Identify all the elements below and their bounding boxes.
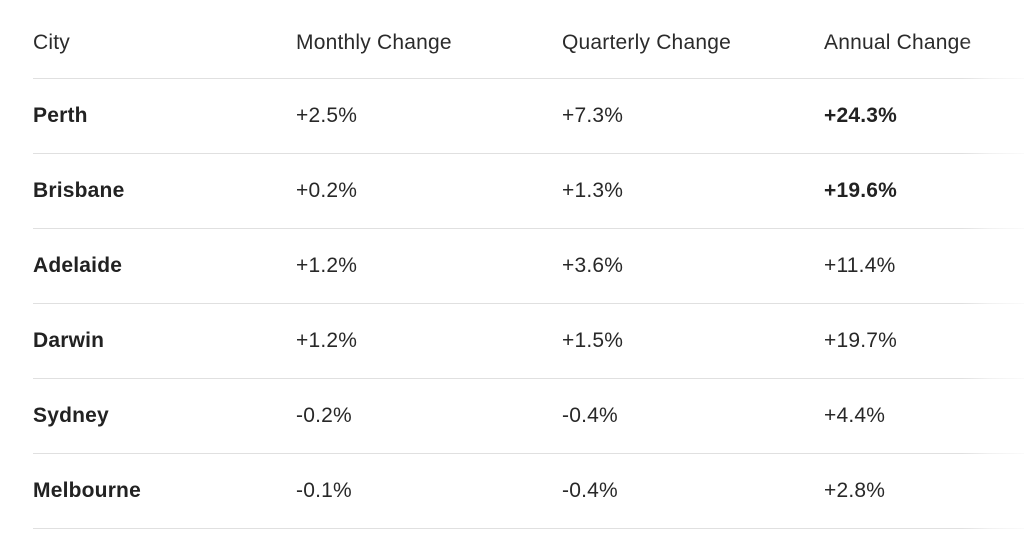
monthly-change-cell: -0.1% [296, 479, 352, 502]
city-cell: Sydney [33, 404, 109, 427]
table-row: Darwin +1.2% +1.5% +19.7% [33, 304, 1024, 379]
annual-change-cell: +4.4% [824, 404, 886, 427]
annual-change-cell: +24.3% [824, 104, 898, 127]
city-cell: Brisbane [33, 179, 125, 202]
quarterly-change-cell: +1.3% [562, 179, 624, 202]
column-header-city: City [33, 30, 70, 54]
quarterly-change-cell: -0.4% [562, 404, 618, 427]
quarterly-change-cell: -0.4% [562, 479, 618, 502]
annual-change-cell: +2.8% [824, 479, 886, 502]
column-header-quarterly-change: Quarterly Change [562, 30, 731, 54]
monthly-change-cell: +1.2% [296, 329, 358, 352]
table-row: Adelaide +1.2% +3.6% +11.4% [33, 229, 1024, 304]
quarterly-change-cell: +1.5% [562, 329, 624, 352]
monthly-change-cell: +1.2% [296, 254, 358, 277]
annual-change-cell: +19.7% [824, 329, 898, 352]
city-cell: Melbourne [33, 479, 141, 502]
city-price-change-table: City Monthly Change Quarterly Change Ann… [33, 0, 1024, 529]
table-row: Brisbane +0.2% +1.3% +19.6% [33, 154, 1024, 229]
column-header-monthly-change: Monthly Change [296, 30, 452, 54]
table-header-row: City Monthly Change Quarterly Change Ann… [33, 0, 1024, 79]
column-header-annual-change: Annual Change [824, 30, 972, 54]
monthly-change-cell: +0.2% [296, 179, 358, 202]
annual-change-cell: +11.4% [824, 254, 896, 277]
monthly-change-cell: -0.2% [296, 404, 352, 427]
monthly-change-cell: +2.5% [296, 104, 358, 127]
table-row: Sydney -0.2% -0.4% +4.4% [33, 379, 1024, 454]
city-cell: Darwin [33, 329, 105, 352]
quarterly-change-cell: +3.6% [562, 254, 624, 277]
quarterly-change-cell: +7.3% [562, 104, 624, 127]
table-body: Perth +2.5% +7.3% +24.3% Brisbane +0.2% … [33, 79, 1024, 529]
annual-change-cell: +19.6% [824, 179, 898, 202]
table-row: Melbourne -0.1% -0.4% +2.8% [33, 454, 1024, 529]
city-cell: Perth [33, 104, 88, 127]
table-row: Perth +2.5% +7.3% +24.3% [33, 79, 1024, 154]
city-cell: Adelaide [33, 254, 123, 277]
